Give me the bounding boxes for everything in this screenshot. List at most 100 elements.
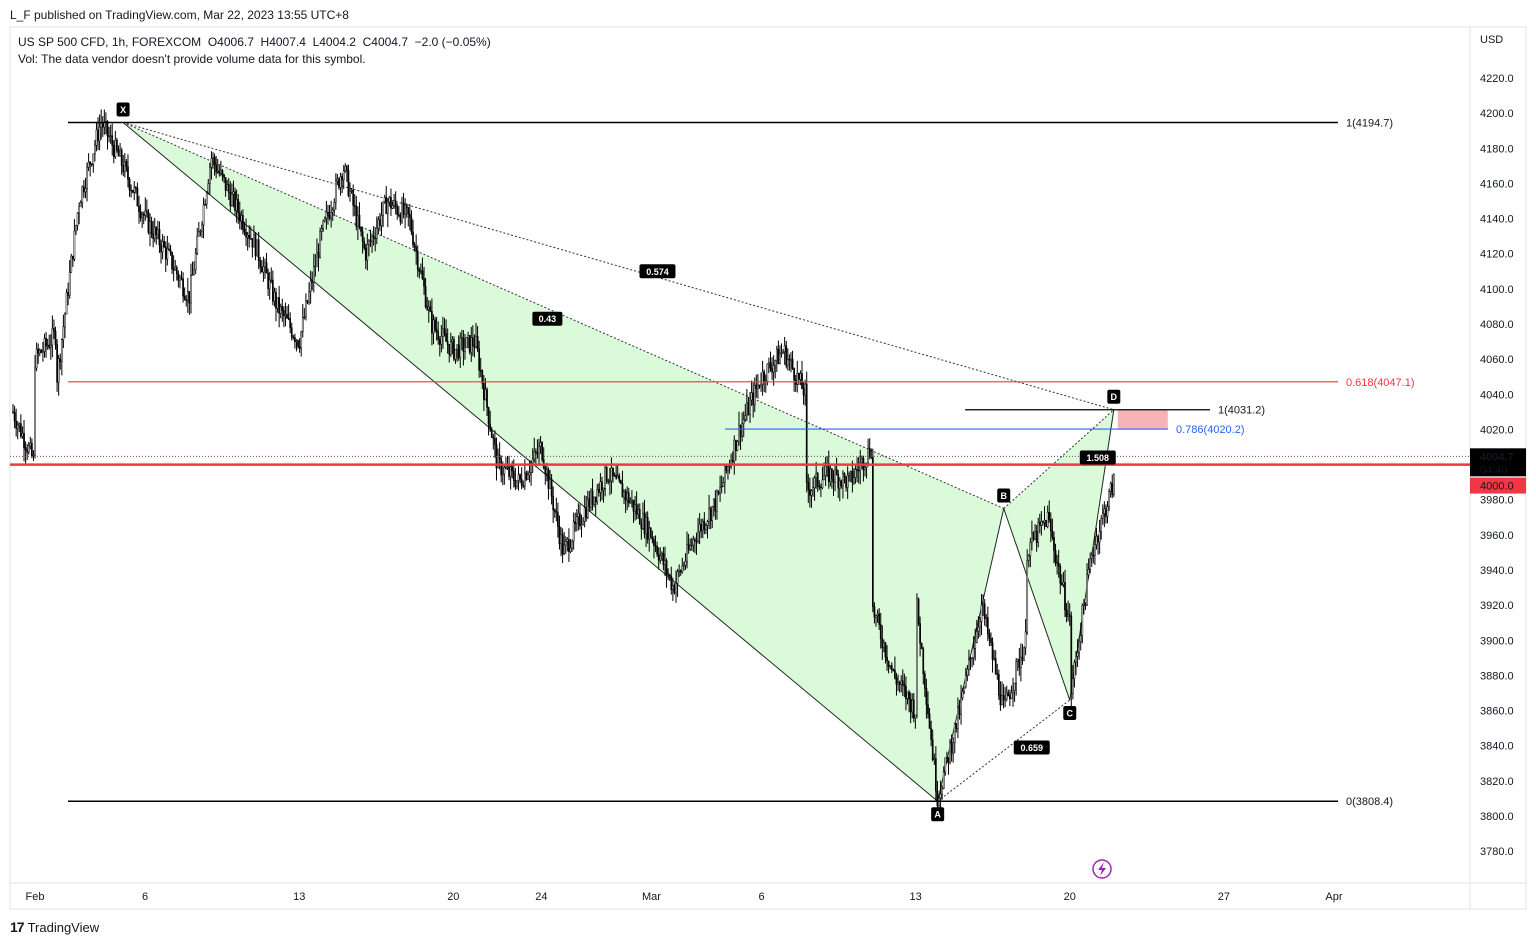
candle-body: [681, 565, 684, 573]
symbol-legend[interactable]: US SP 500 CFD, 1h, FOREXCOM O4006.7 H400…: [18, 35, 491, 49]
x-tick-label: Feb: [26, 891, 45, 903]
candle-body: [746, 402, 748, 416]
candle-body: [901, 680, 904, 685]
candle-body: [116, 139, 118, 151]
candle-body: [339, 176, 342, 188]
candle-body: [300, 331, 303, 349]
candle-body: [867, 447, 869, 464]
point-B-text: B: [1000, 491, 1007, 501]
candle-body: [479, 370, 482, 372]
candle-body: [590, 490, 592, 508]
candle-body: [191, 274, 194, 276]
candle-body: [993, 658, 995, 660]
support-price-value: 4000.0: [1480, 481, 1514, 493]
candle-body: [1112, 474, 1115, 495]
candle-body: [972, 648, 975, 659]
candle-body: [320, 228, 323, 232]
candle-body: [352, 190, 355, 206]
candle-body: [76, 212, 79, 226]
point-A-text: A: [934, 810, 941, 820]
candle-body: [12, 411, 14, 413]
candle-body: [914, 714, 917, 719]
candle-body: [18, 423, 21, 426]
candle-body: [234, 191, 236, 211]
candle-body: [539, 442, 542, 447]
leg-ab: [937, 508, 1005, 802]
candle-body: [360, 226, 362, 232]
candle-body: [654, 545, 657, 547]
candle-body: [95, 129, 98, 146]
candle-body: [994, 658, 997, 674]
candle-body: [574, 521, 577, 524]
candle-body: [363, 241, 366, 249]
tradingview-wordmark: TradingView: [27, 919, 100, 935]
candle-body: [536, 452, 539, 455]
candle-body: [701, 520, 704, 531]
candle-body: [612, 467, 614, 477]
candle-body: [297, 340, 299, 347]
candle-body: [898, 682, 901, 685]
currency-label[interactable]: USD: [1480, 34, 1504, 46]
candle-body: [618, 475, 621, 481]
candle-body: [1005, 692, 1008, 700]
candle-body: [215, 164, 218, 173]
candle-body: [357, 214, 359, 227]
candle-body: [29, 442, 32, 447]
x-tick-label: 27: [1218, 891, 1230, 903]
candle-body: [1056, 561, 1058, 564]
candle-body: [815, 472, 818, 479]
candle-body: [716, 491, 718, 512]
candle-body: [435, 329, 438, 333]
candle-body: [818, 485, 821, 488]
candle-body: [423, 278, 425, 287]
candle-body: [97, 129, 99, 142]
candle-body: [405, 204, 408, 208]
candle-body: [930, 728, 932, 740]
candle-body: [147, 211, 150, 233]
candle-body: [835, 469, 838, 475]
candle-body: [783, 345, 786, 353]
candle-body: [71, 255, 74, 260]
candle-body: [790, 358, 792, 361]
harmonic-pattern[interactable]: [122, 121, 1168, 802]
fib-levels[interactable]: 1(4194.7) 0.618(4047.1) 1(4031.2) 0.786(402…: [10, 117, 1470, 808]
candle-body: [432, 319, 435, 334]
candle-body: [1057, 563, 1060, 567]
candle-body: [675, 582, 677, 594]
candle-body: [319, 231, 321, 258]
price-axis[interactable]: 3780.0 3800.0 3820.0 3840.0 3860.0 3880.0 3900…: [1470, 73, 1526, 858]
candle-body: [616, 475, 619, 479]
y-tick-label: 3900.0: [1480, 635, 1514, 647]
x-tick-label: 6: [142, 891, 148, 903]
candle-body: [460, 337, 463, 339]
candle-body: [155, 227, 158, 235]
candle-body: [909, 699, 912, 713]
candle-body: [1064, 582, 1066, 611]
candle-body: [158, 228, 161, 246]
candle-body: [690, 544, 693, 547]
candle-body: [780, 352, 783, 355]
candle-body: [982, 603, 984, 606]
candle-body: [284, 314, 287, 317]
candle-body: [465, 337, 468, 348]
candle-body: [823, 475, 825, 481]
candle-body: [672, 585, 674, 590]
time-axis[interactable]: Feb 6 13 20 24 Mar 6 13 20 27 Apr: [26, 891, 1343, 903]
y-tick-label: 3880.0: [1480, 670, 1514, 682]
candle-body: [89, 161, 92, 165]
candle-body: [506, 466, 509, 469]
candle-body: [615, 474, 618, 479]
candle-body: [223, 174, 225, 178]
candle-body: [475, 336, 477, 348]
candle-body: [1072, 678, 1074, 694]
candle-body: [238, 212, 241, 222]
candle-body: [294, 337, 296, 342]
ratio-0.574-text: 0.574: [646, 267, 669, 277]
candle-body: [279, 306, 282, 314]
candle-body: [210, 158, 213, 168]
candle-body: [1001, 695, 1003, 706]
candle-body: [64, 313, 66, 328]
tradingview-brand[interactable]: 17 TradingView: [10, 919, 99, 935]
candle-body: [98, 126, 101, 142]
